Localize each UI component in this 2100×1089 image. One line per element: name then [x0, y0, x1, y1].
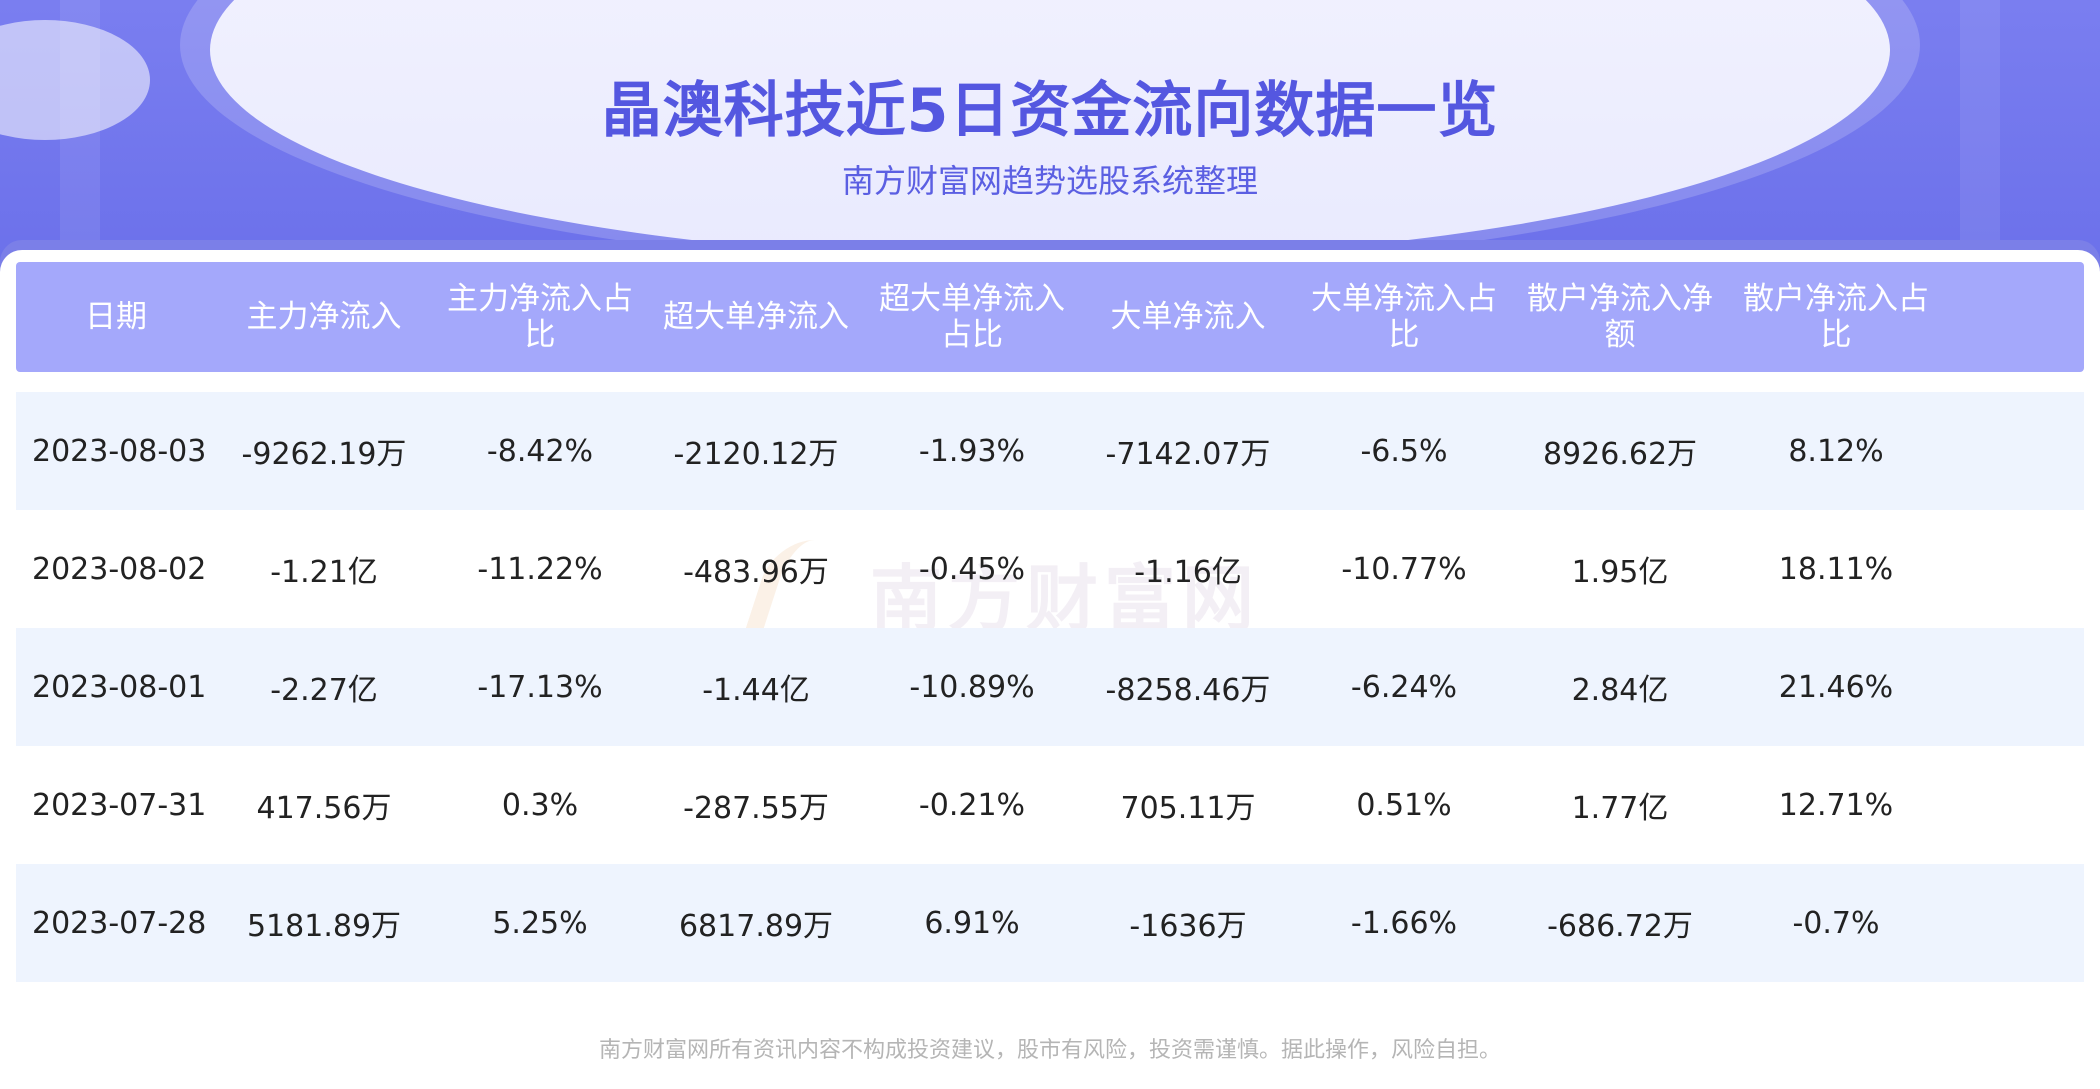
table-row: 2023-08-03 -9262.19万 -8.42% -2120.12万 -1… [16, 392, 2084, 510]
column-header-large-inflow: 大单净流入 [1110, 299, 1266, 335]
cell-main-inflow: -2.27亿 [270, 673, 378, 708]
column-header-date: 日期 [85, 299, 147, 335]
cell-main-inflow: 417.56万 [256, 791, 392, 826]
cell-large-inflow: -7142.07万 [1105, 437, 1271, 472]
page-subtitle: 南方财富网趋势选股系统整理 [841, 162, 1258, 200]
cell-xl-inflow: -2120.12万 [673, 437, 839, 472]
table-row: 2023-07-28 5181.89万 5.25% 6817.89万 6.91%… [16, 864, 2084, 982]
cell-main-ratio: -17.13% [477, 669, 603, 705]
cell-large-inflow: -1636万 [1129, 909, 1247, 944]
cell-large-ratio: -6.24% [1350, 669, 1458, 705]
header-banner [0, 0, 2100, 280]
cell-retail-inflow: -686.72万 [1547, 909, 1693, 944]
cell-retail-ratio: 21.46% [1778, 669, 1894, 705]
column-header-large-ratio: 大单净流入占比 [1311, 281, 1497, 353]
cell-large-inflow: -8258.46万 [1105, 673, 1271, 708]
page-title: 晶澳科技近5日资金流向数据一览 [601, 76, 1499, 146]
column-header-main-inflow: 主力净流入 [246, 299, 402, 335]
column-header-main-ratio: 主力净流入占比 [447, 281, 633, 353]
cell-xl-inflow: -1.44亿 [702, 673, 810, 708]
cell-retail-inflow: 1.77亿 [1571, 791, 1669, 826]
cell-retail-inflow: 2.84亿 [1571, 673, 1669, 708]
cell-xl-ratio: -0.21% [918, 787, 1026, 823]
table-body: 2023-08-03 -9262.19万 -8.42% -2120.12万 -1… [16, 392, 2084, 982]
banner-stripe [1960, 0, 2000, 280]
cell-xl-ratio: 6.91% [924, 905, 1020, 941]
cell-large-ratio: -10.77% [1341, 551, 1467, 587]
table-row: 2023-08-01 -2.27亿 -17.13% -1.44亿 -10.89%… [16, 628, 2084, 746]
cell-xl-ratio: -0.45% [918, 551, 1026, 587]
cell-xl-inflow: -483.96万 [683, 555, 829, 590]
cell-retail-ratio: 18.11% [1778, 551, 1894, 587]
column-header-retail-ratio: 散户净流入占比 [1743, 281, 1929, 353]
cell-xl-inflow: -287.55万 [683, 791, 829, 826]
column-header-retail-inflow: 散户净流入净额 [1527, 281, 1713, 353]
cell-retail-ratio: -0.7% [1792, 905, 1880, 941]
cell-retail-ratio: 12.71% [1778, 787, 1894, 823]
cell-large-inflow: -1.16亿 [1134, 555, 1242, 590]
footer-disclaimer: 南方财富网所有资讯内容不构成投资建议，股市有风险，投资需谨慎。据此操作，风险自担… [598, 1038, 1501, 1063]
cell-xl-ratio: -1.93% [918, 433, 1026, 469]
cell-main-ratio: -11.22% [477, 551, 603, 587]
cell-large-inflow: 705.11万 [1120, 791, 1256, 826]
cell-retail-inflow: 1.95亿 [1571, 555, 1669, 590]
cell-date: 2023-08-03 [32, 433, 207, 469]
cell-main-ratio: 0.3% [501, 787, 579, 823]
cell-large-ratio: -6.5% [1360, 433, 1448, 469]
cell-main-inflow: -9262.19万 [241, 437, 407, 472]
cell-date: 2023-08-02 [32, 551, 207, 587]
cell-xl-inflow: 6817.89万 [678, 909, 834, 944]
cell-main-inflow: -1.21亿 [270, 555, 378, 590]
cell-date: 2023-07-28 [32, 905, 207, 941]
table-row: 2023-07-31 417.56万 0.3% -287.55万 -0.21% … [16, 746, 2084, 864]
table-header: 日期 主力净流入 主力净流入占比 超大单净流入 超大单净流入占比 大单净流入 大… [16, 262, 2084, 372]
cell-date: 2023-07-31 [32, 787, 207, 823]
column-header-xl-ratio: 超大单净流入占比 [879, 281, 1065, 353]
cell-main-ratio: 5.25% [492, 905, 588, 941]
cell-main-ratio: -8.42% [486, 433, 594, 469]
cell-main-inflow: 5181.89万 [246, 909, 402, 944]
cell-large-ratio: -1.66% [1350, 905, 1458, 941]
cell-retail-inflow: 8926.62万 [1542, 437, 1698, 472]
cell-date: 2023-08-01 [32, 669, 207, 705]
column-header-xl-inflow: 超大单净流入 [663, 299, 849, 335]
cell-retail-ratio: 8.12% [1788, 433, 1884, 469]
cell-xl-ratio: -10.89% [909, 669, 1035, 705]
table-row: 2023-08-02 -1.21亿 -11.22% -483.96万 -0.45… [16, 510, 2084, 628]
cell-large-ratio: 0.51% [1356, 787, 1452, 823]
